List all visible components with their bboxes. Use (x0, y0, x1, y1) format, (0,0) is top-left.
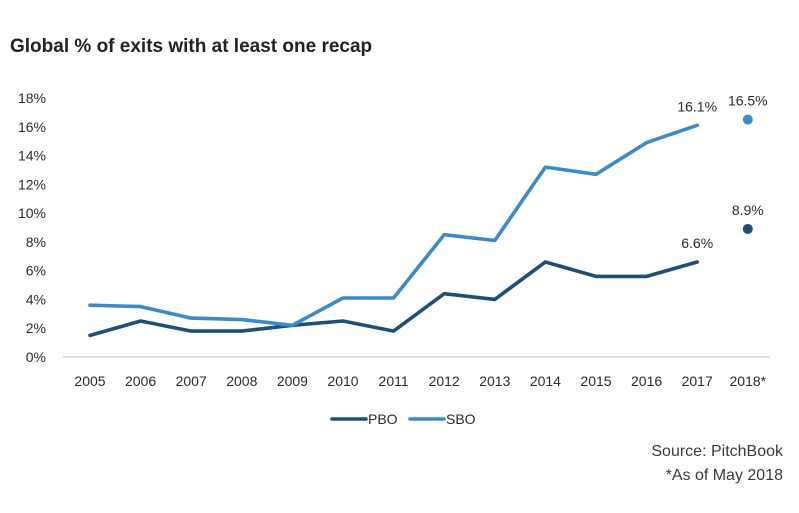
x-axis: 2005 2006 2007 2008 2009 2010 2011 2012 2013 2014… (63, 356, 770, 389)
y-tick-label: 10% (18, 205, 46, 221)
y-tick-label: 16% (18, 119, 46, 135)
y-tick-label: 8% (26, 234, 46, 250)
data-label: 6.6% (681, 235, 713, 251)
x-tick-label: 2006 (125, 373, 156, 389)
legend-label-sbo: SBO (446, 411, 476, 427)
legend: PBO SBO (330, 411, 476, 427)
x-tick-label: 2017 (682, 373, 713, 389)
x-tick-label: 2005 (74, 373, 105, 389)
x-tick-label: 2007 (176, 373, 207, 389)
y-tick-label: 18% (18, 90, 46, 106)
y-axis: 0% 2% 4% 6% 8% 10% 12% 14% 16% 18% (18, 90, 46, 365)
y-tick-label: 2% (26, 320, 46, 336)
series-line-pbo (88, 260, 700, 338)
legend-label-pbo: PBO (368, 411, 398, 427)
chart-title: Global % of exits with at least one reca… (10, 36, 373, 57)
x-tick-label: 2011 (379, 373, 409, 389)
x-tick-label: 2015 (580, 373, 611, 389)
x-tick-label: 2013 (479, 373, 510, 389)
data-labels: 6.6% 8.9% 16.1% 16.5% (677, 93, 767, 251)
series-point-sbo (742, 114, 753, 125)
y-tick-label: 6% (26, 263, 46, 279)
x-tick-label: 2009 (277, 373, 308, 389)
date-note: *As of May 2018 (665, 467, 783, 484)
y-tick-label: 0% (26, 349, 46, 365)
x-tick-label: 2008 (226, 373, 257, 389)
x-tick-label: 2014 (530, 373, 561, 389)
x-tick-label: 2012 (429, 373, 460, 389)
y-tick-label: 14% (18, 148, 46, 164)
x-tick-label: 2016 (631, 373, 662, 389)
series-point-pbo (742, 223, 753, 234)
x-tick-label: 2018* (730, 373, 767, 389)
series-line-sbo (88, 123, 700, 328)
source-note: Source: PitchBook (651, 443, 783, 460)
x-tick-label: 2010 (327, 373, 358, 389)
data-label: 8.9% (732, 202, 764, 218)
y-tick-label: 12% (18, 176, 46, 192)
data-label: 16.1% (677, 98, 717, 114)
series-layer (88, 114, 753, 338)
data-label: 16.5% (728, 93, 768, 109)
y-tick-label: 4% (26, 291, 46, 307)
